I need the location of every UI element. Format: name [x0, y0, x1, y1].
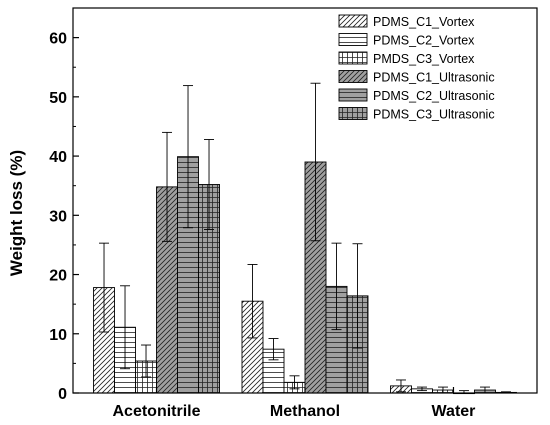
y-tick-label: 30	[49, 208, 67, 225]
y-tick-label: 50	[49, 90, 67, 107]
y-tick-label: 40	[49, 149, 67, 166]
legend: PDMS_C1_Vortex PDMS_C2_Vortex PMDS_C3_Vort…	[338, 14, 495, 122]
axes-layer: 0 10 20 30 40 50 60 Acetonitrile Methanol Water	[49, 7, 538, 420]
legend-swatch-PDMS_C3_Ultrasonic	[338, 107, 368, 120]
y-tick-label: 60	[49, 31, 67, 48]
legend-swatch-PMDS_C3_Vortex	[338, 51, 368, 65]
legend-swatch-PDMS_C1_Vortex	[338, 14, 368, 28]
legend-swatch-PDMS_C2_Vortex	[338, 33, 368, 46]
bars-layer	[93, 156, 517, 395]
legend-label-PDMS_C2_Vortex: PDMS_C2_Vortex	[373, 34, 475, 48]
x-tick-label-methanol: Methanol	[270, 403, 340, 420]
legend-label-PMDS_C3_Vortex: PMDS_C3_Vortex	[373, 52, 475, 66]
legend-label-PDMS_C3_Ultrasonic: PDMS_C3_Ultrasonic	[373, 108, 495, 122]
x-tick-label-acetonitrile: Acetonitrile	[113, 403, 201, 420]
legend-swatch-PDMS_C1_Ultrasonic	[338, 70, 368, 83]
x-tick-label-water: Water	[432, 403, 476, 420]
error-bars-layer	[99, 82, 511, 394]
y-tick-label: 20	[49, 268, 67, 285]
legend-label-PDMS_C1_Vortex: PDMS_C1_Vortex	[373, 15, 475, 29]
y-tick-label: 0	[58, 386, 67, 403]
legend-swatch-PDMS_C2_Ultrasonic	[338, 88, 368, 102]
y-axis-title: Weight loss (%)	[7, 150, 26, 276]
legend-label-PDMS_C1_Ultrasonic: PDMS_C1_Ultrasonic	[373, 71, 495, 85]
y-tick-label: 10	[49, 327, 67, 344]
legend-label-PDMS_C2_Ultrasonic: PDMS_C2_Ultrasonic	[373, 89, 495, 103]
